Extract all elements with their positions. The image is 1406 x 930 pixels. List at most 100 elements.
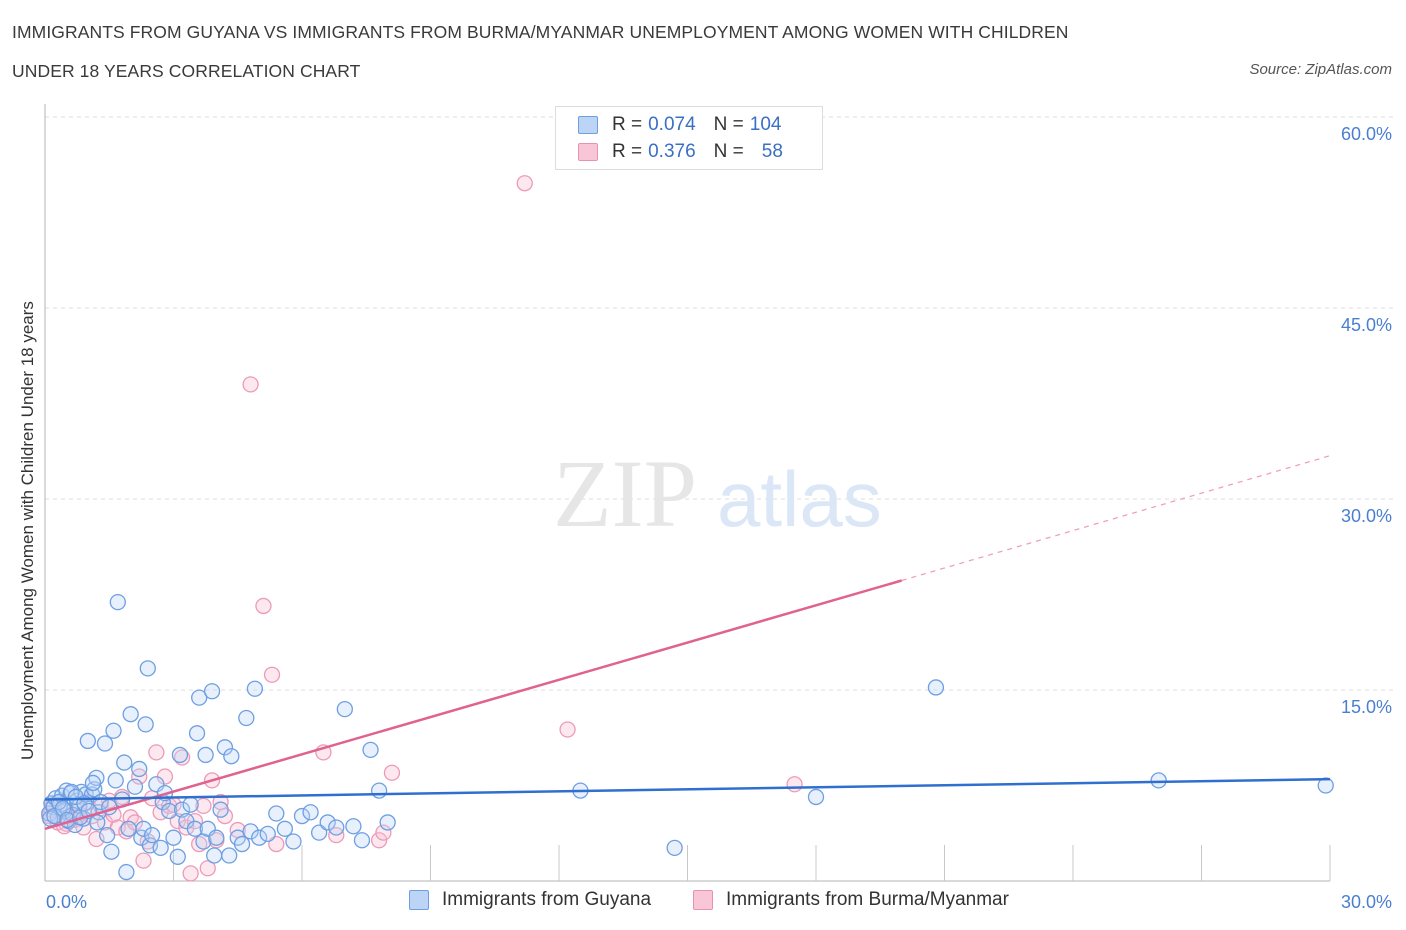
point-guyana: [276, 820, 294, 837]
legend-row-guyana: R = 0.074 N = 104: [578, 113, 781, 137]
point-guyana: [353, 832, 371, 849]
point-guyana: [165, 829, 182, 846]
point-guyana: [259, 825, 276, 843]
point-guyana: [137, 716, 154, 733]
point-guyana: [116, 754, 133, 771]
point-guyana: [293, 807, 311, 825]
r-value-burma: 0.376: [648, 141, 696, 162]
point-guyana: [98, 827, 116, 844]
point-guyana: [197, 746, 214, 764]
point-burma: [182, 865, 199, 882]
point-guyana: [67, 788, 84, 806]
point-guyana: [345, 818, 362, 835]
point-burma: [255, 597, 272, 615]
point-guyana: [328, 819, 345, 836]
point-burma: [383, 764, 401, 781]
point-burma: [173, 749, 191, 766]
point-guyana: [807, 788, 825, 806]
chart-title-line-2: UNDER 18 YEARS CORRELATION CHART: [12, 61, 361, 81]
watermark-atlas: atlas: [717, 455, 882, 543]
point-guyana: [120, 820, 137, 837]
point-burma: [559, 721, 576, 738]
chart-title-line-1: IMMIGRANTS FROM GUYANA VS IMMIGRANTS FRO…: [12, 22, 1069, 42]
point-guyana: [203, 683, 221, 700]
point-guyana: [126, 778, 144, 795]
point-guyana: [223, 748, 240, 765]
r-value-guyana: 0.074: [648, 114, 696, 135]
point-burma: [135, 852, 152, 869]
point-guyana: [379, 814, 396, 831]
gridlines: [45, 116, 1396, 691]
point-burma: [148, 744, 165, 761]
point-burma: [263, 666, 281, 683]
legend-item-guyana[interactable]: Immigrants from Guyana: [409, 889, 651, 911]
point-guyana: [370, 782, 388, 799]
series-legend: Immigrants from Guyana Immigrants from B…: [0, 889, 1406, 915]
point-guyana: [152, 839, 169, 857]
point-guyana: [103, 843, 120, 860]
point-guyana: [131, 760, 148, 778]
trend-line-burma: [44, 579, 903, 830]
point-guyana: [122, 706, 139, 723]
point-guyana: [268, 805, 285, 822]
point-guyana: [161, 802, 178, 820]
trend-line-burma-extension: [901, 455, 1331, 582]
point-burma: [242, 376, 259, 393]
point-guyana: [362, 741, 379, 758]
point-guyana: [927, 679, 945, 696]
r-label: R =: [612, 114, 643, 135]
point-guyana: [191, 689, 208, 706]
point-guyana: [107, 772, 124, 789]
legend-label-guyana: Immigrants from Guyana: [442, 889, 652, 910]
legend-item-burma[interactable]: Immigrants from Burma/Myanmar: [693, 889, 1009, 911]
legend-swatch-burma: [693, 890, 713, 910]
legend-swatch-guyana: [578, 116, 598, 134]
correlation-legend: R = 0.074 N = 104 R = 0.376 N = 58: [555, 106, 823, 170]
point-guyana: [182, 796, 199, 813]
tick-labels: 15.0% 30.0% 45.0% 60.0% 0.0% 30.0%: [46, 124, 1392, 912]
point-guyana: [208, 829, 225, 846]
r-label: R =: [612, 141, 643, 162]
point-guyana: [96, 735, 114, 752]
point-guyana: [319, 814, 336, 831]
legend-label-burma: Immigrants from Burma/Myanmar: [726, 889, 1009, 910]
point-guyana: [251, 829, 268, 846]
trend-lines: [44, 455, 1331, 830]
point-guyana: [238, 709, 255, 727]
y-axis-label: Unemployment Among Women with Children U…: [18, 301, 37, 760]
point-guyana: [188, 725, 206, 742]
y-tick-label: 30.0%: [1341, 506, 1392, 526]
n-label: N =: [713, 114, 744, 135]
point-burma: [370, 832, 388, 849]
n-label: N =: [713, 141, 744, 162]
point-guyana: [186, 820, 204, 837]
point-guyana: [233, 835, 251, 853]
source-credit: Source: ZipAtlas.com: [1249, 61, 1392, 78]
point-burma: [516, 175, 533, 192]
x-tick-label: 30.0%: [1341, 892, 1392, 912]
point-guyana: [206, 847, 223, 864]
point-burma: [199, 860, 216, 877]
point-guyana: [336, 700, 353, 718]
point-burma: [786, 776, 803, 793]
point-guyana: [109, 593, 126, 611]
point-burma: [375, 824, 392, 841]
point-guyana: [169, 848, 186, 865]
point-guyana: [135, 820, 152, 837]
watermark-zip: ZIP: [553, 440, 697, 547]
x-tick-label: 0.0%: [46, 892, 87, 912]
legend-row-burma: R = 0.376 N = 58: [578, 140, 783, 164]
y-tick-label: 45.0%: [1341, 315, 1392, 335]
y-tick-label: 15.0%: [1341, 697, 1392, 717]
n-value-guyana: 104: [749, 114, 782, 135]
point-guyana: [242, 823, 259, 840]
point-guyana: [118, 863, 135, 881]
trend-line-guyana: [44, 777, 1331, 801]
point-guyana: [84, 774, 102, 792]
point-guyana: [285, 833, 302, 850]
point-guyana: [171, 746, 189, 764]
point-guyana: [216, 739, 234, 756]
point-guyana: [246, 680, 264, 697]
point-guyana: [221, 847, 238, 864]
